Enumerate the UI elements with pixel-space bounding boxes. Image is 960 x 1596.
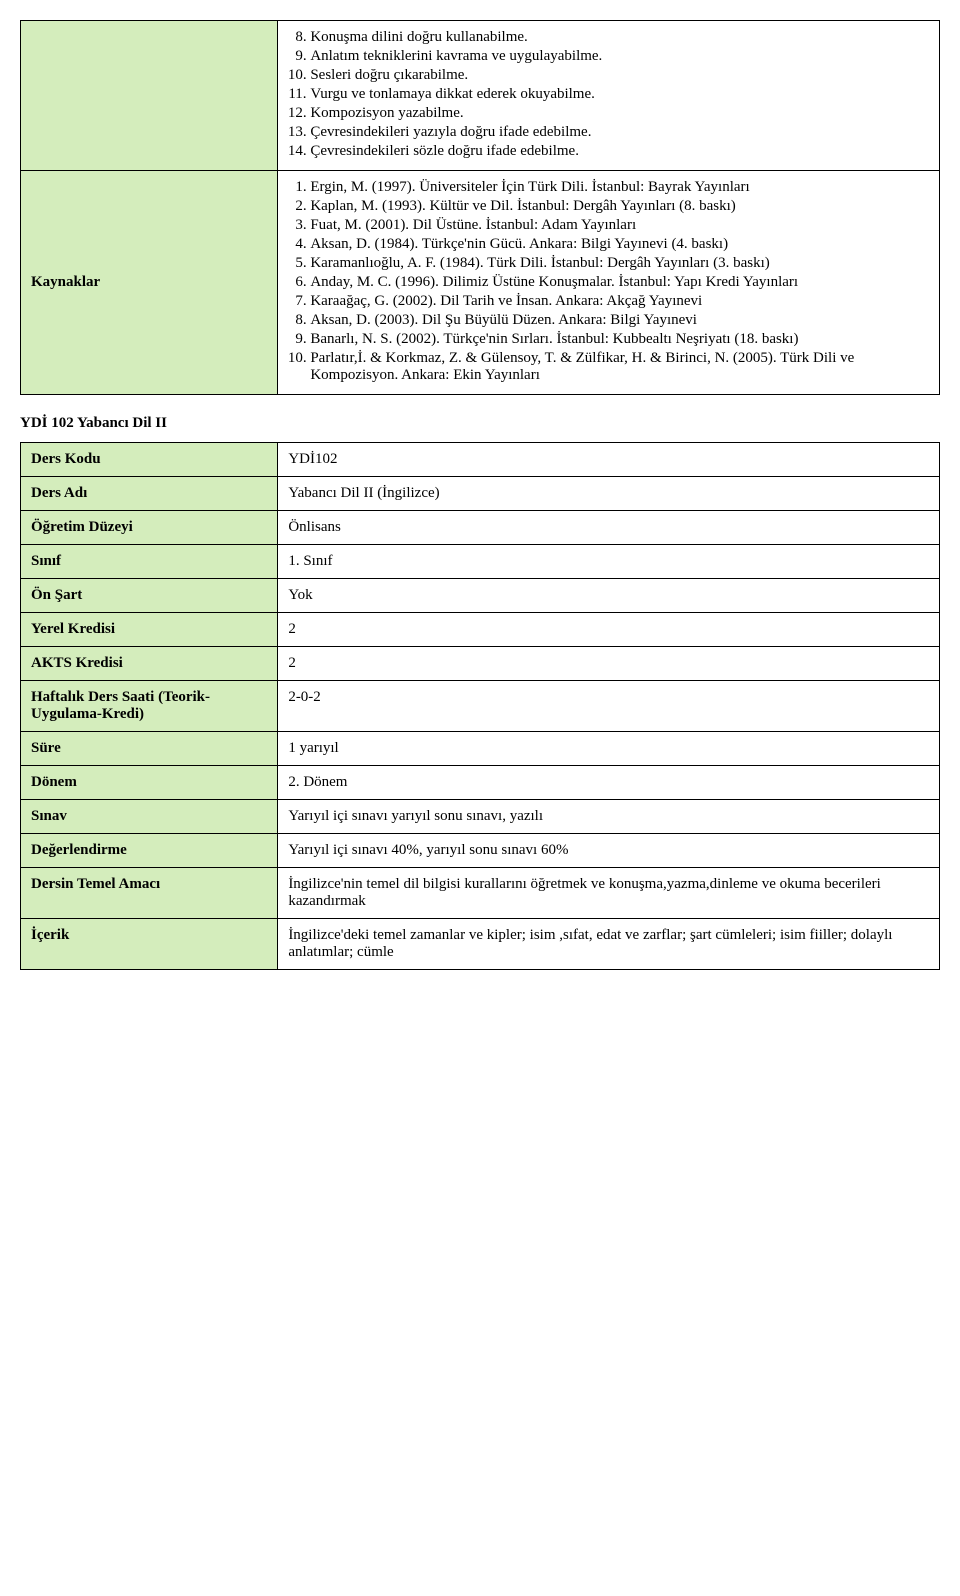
sinif-label: Sınıf xyxy=(21,545,278,579)
list-item: Kompozisyon yazabilme. xyxy=(310,105,929,122)
degerlendirme-label: Değerlendirme xyxy=(21,834,278,868)
on-sart-value: Yok xyxy=(278,579,940,613)
list-item: Fuat, M. (2001). Dil Üstüne. İstanbul: A… xyxy=(310,217,929,234)
table-row: Ders Adı Yabancı Dil II (İngilizce) xyxy=(21,477,940,511)
sinav-value: Yarıyıl içi sınavı yarıyıl sonu sınavı, … xyxy=(278,800,940,834)
table-row: Sınıf 1. Sınıf xyxy=(21,545,940,579)
list-item: Çevresindekileri yazıyla doğru ifade ede… xyxy=(310,124,929,141)
yerel-kredisi-value: 2 xyxy=(278,613,940,647)
degerlendirme-value: Yarıyıl içi sınavı 40%, yarıyıl sonu sın… xyxy=(278,834,940,868)
sinif-value: 1. Sınıf xyxy=(278,545,940,579)
kaynaklar-label: Kaynaklar xyxy=(21,171,278,395)
list-item: Aksan, D. (2003). Dil Şu Büyülü Düzen. A… xyxy=(310,312,929,329)
top-table: Konuşma dilini doğru kullanabilme. Anlat… xyxy=(20,20,940,395)
sinav-label: Sınav xyxy=(21,800,278,834)
ders-kodu-value: YDİ102 xyxy=(278,443,940,477)
table-row: Değerlendirme Yarıyıl içi sınavı 40%, ya… xyxy=(21,834,940,868)
table-row: Haftalık Ders Saati (Teorik-Uygulama-Kre… xyxy=(21,681,940,732)
table-row: Sınav Yarıyıl içi sınavı yarıyıl sonu sı… xyxy=(21,800,940,834)
table-row: Ders Kodu YDİ102 xyxy=(21,443,940,477)
list-item: Ergin, M. (1997). Üniversiteler İçin Tür… xyxy=(310,179,929,196)
course-table: Ders Kodu YDİ102 Ders Adı Yabancı Dil II… xyxy=(20,442,940,970)
akts-kredisi-value: 2 xyxy=(278,647,940,681)
list-item: Kaplan, M. (1993). Kültür ve Dil. İstanb… xyxy=(310,198,929,215)
list-item: Karaağaç, G. (2002). Dil Tarih ve İnsan.… xyxy=(310,293,929,310)
table-row: Ön Şart Yok xyxy=(21,579,940,613)
icerik-value: İngilizce'deki temel zamanlar ve kipler;… xyxy=(278,919,940,970)
table-row: AKTS Kredisi 2 xyxy=(21,647,940,681)
donem-label: Dönem xyxy=(21,766,278,800)
list-item: Karamanlıoğlu, A. F. (1984). Türk Dili. … xyxy=(310,255,929,272)
table-row: Yerel Kredisi 2 xyxy=(21,613,940,647)
ogretim-duzeyi-label: Öğretim Düzeyi xyxy=(21,511,278,545)
sure-label: Süre xyxy=(21,732,278,766)
table-row: Konuşma dilini doğru kullanabilme. Anlat… xyxy=(21,21,940,171)
list-item: Sesleri doğru çıkarabilme. xyxy=(310,67,929,84)
table-row: Süre 1 yarıyıl xyxy=(21,732,940,766)
section-title: YDİ 102 Yabancı Dil II xyxy=(20,415,940,432)
haftalik-value: 2-0-2 xyxy=(278,681,940,732)
empty-label-cell xyxy=(21,21,278,171)
list-item: Banarlı, N. S. (2002). Türkçe'nin Sırlar… xyxy=(310,331,929,348)
yerel-kredisi-label: Yerel Kredisi xyxy=(21,613,278,647)
table-row: Dönem 2. Dönem xyxy=(21,766,940,800)
ders-kodu-label: Ders Kodu xyxy=(21,443,278,477)
ders-adi-label: Ders Adı xyxy=(21,477,278,511)
references-cell: Ergin, M. (1997). Üniversiteler İçin Tür… xyxy=(278,171,940,395)
akts-kredisi-label: AKTS Kredisi xyxy=(21,647,278,681)
sure-value: 1 yarıyıl xyxy=(278,732,940,766)
table-row: Öğretim Düzeyi Önlisans xyxy=(21,511,940,545)
ders-adi-value: Yabancı Dil II (İngilizce) xyxy=(278,477,940,511)
icerik-label: İçerik xyxy=(21,919,278,970)
ogretim-duzeyi-value: Önlisans xyxy=(278,511,940,545)
list-item: Anlatım tekniklerini kavrama ve uygulaya… xyxy=(310,48,929,65)
haftalik-label: Haftalık Ders Saati (Teorik-Uygulama-Kre… xyxy=(21,681,278,732)
list-item: Aksan, D. (1984). Türkçe'nin Gücü. Ankar… xyxy=(310,236,929,253)
numbered-list-8: Konuşma dilini doğru kullanabilme. Anlat… xyxy=(288,29,929,160)
donem-value: 2. Dönem xyxy=(278,766,940,800)
table-row: Dersin Temel Amacı İngilizce'nin temel d… xyxy=(21,868,940,919)
table-row: İçerik İngilizce'deki temel zamanlar ve … xyxy=(21,919,940,970)
list-item: Çevresindekileri sözle doğru ifade edebi… xyxy=(310,143,929,160)
list-item: Vurgu ve tonlamaya dikkat ederek okuyabi… xyxy=(310,86,929,103)
list-item: Anday, M. C. (1996). Dilimiz Üstüne Konu… xyxy=(310,274,929,291)
temel-amac-label: Dersin Temel Amacı xyxy=(21,868,278,919)
temel-amac-value: İngilizce'nin temel dil bilgisi kurallar… xyxy=(278,868,940,919)
references-list: Ergin, M. (1997). Üniversiteler İçin Tür… xyxy=(288,179,929,384)
list-item: Konuşma dilini doğru kullanabilme. xyxy=(310,29,929,46)
list8-cell: Konuşma dilini doğru kullanabilme. Anlat… xyxy=(278,21,940,171)
table-row: Kaynaklar Ergin, M. (1997). Üniversitele… xyxy=(21,171,940,395)
on-sart-label: Ön Şart xyxy=(21,579,278,613)
list-item: Parlatır,İ. & Korkmaz, Z. & Gülensoy, T.… xyxy=(310,350,929,384)
